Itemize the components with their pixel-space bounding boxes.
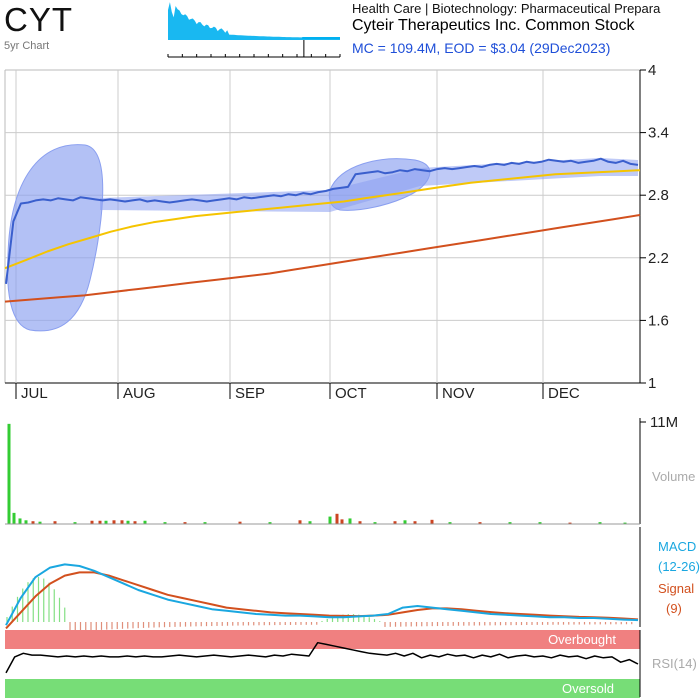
volume-bar xyxy=(38,521,42,524)
price-month-label: AUG xyxy=(123,385,156,402)
price-month-label: OCT xyxy=(335,385,367,402)
signal-period-label: (9) xyxy=(666,601,682,616)
volume-bar xyxy=(430,519,434,524)
signal-label: Signal xyxy=(658,581,694,596)
volume-bar xyxy=(478,522,482,524)
volume-bar xyxy=(298,520,302,524)
volume-bar xyxy=(538,522,542,524)
header-clip: Health Care | Biotechnology: Pharmaceuti… xyxy=(352,0,700,62)
macd-label: MACD xyxy=(658,539,696,554)
volume-bar xyxy=(393,521,397,524)
volume-bar xyxy=(73,522,77,524)
volume-bar xyxy=(163,522,167,524)
oversold-zone xyxy=(5,679,640,698)
sector-label: Health Care | Biotechnology: Pharmaceuti… xyxy=(352,1,661,16)
volume-bar xyxy=(413,521,417,524)
volume-y-tick-label: 11M xyxy=(650,414,678,431)
signal-line xyxy=(5,571,639,630)
volume-bar xyxy=(12,512,16,524)
volume-bar xyxy=(328,516,332,524)
volume-bar xyxy=(373,522,377,524)
price-y-tick-label: 4 xyxy=(648,62,656,79)
market-stats: MC = 109.4M, EOD = $3.04 (29Dec2023) xyxy=(352,40,611,56)
overbought-zone xyxy=(5,630,640,649)
volume-bar xyxy=(18,518,22,524)
volume-bar xyxy=(112,520,116,524)
volume-label: Volume xyxy=(652,469,695,484)
ticker-symbol: CYT xyxy=(4,1,73,38)
volume-bar xyxy=(623,522,627,524)
volume-bar xyxy=(340,519,344,524)
volume-bar xyxy=(98,520,102,524)
price-month-label: SEP xyxy=(235,385,265,402)
price-y-tick-label: 1 xyxy=(648,375,656,392)
volume-bar xyxy=(203,522,207,524)
price-y-tick-label: 2.8 xyxy=(648,187,669,204)
volume-bar xyxy=(24,520,28,524)
price-month-label: JUL xyxy=(21,385,48,402)
volume-bar xyxy=(133,521,137,524)
volume-bar xyxy=(448,522,452,524)
overbought-label: Overbought xyxy=(548,632,616,647)
ma-short-line xyxy=(4,169,641,270)
macd-period-label: (12-26) xyxy=(658,559,700,574)
rsi-label: RSI(14) xyxy=(652,656,697,671)
rsi-line xyxy=(5,641,639,674)
price-y-tick-label: 1.6 xyxy=(648,312,669,329)
volume-bar xyxy=(143,520,147,524)
macd-line xyxy=(5,563,639,626)
volume-bar xyxy=(120,520,124,524)
volume-bar xyxy=(238,521,242,524)
oversold-label: Oversold xyxy=(562,681,614,696)
volume-bar xyxy=(31,521,35,524)
volume-bar xyxy=(90,520,94,524)
range-label: 5yr Chart xyxy=(4,40,50,52)
volume-bar xyxy=(7,423,11,524)
volume-bar xyxy=(126,520,130,524)
volume-bar xyxy=(183,522,187,524)
volume-bar xyxy=(403,520,407,524)
price-y-tick-label: 2.2 xyxy=(648,250,669,267)
volatility-band-early xyxy=(7,144,104,332)
price-line xyxy=(5,157,639,285)
volume-bar xyxy=(53,521,57,524)
price-month-label: DEC xyxy=(548,385,580,402)
volume-bar xyxy=(598,522,602,524)
volume-bar xyxy=(335,513,339,524)
ma-long-line xyxy=(4,214,641,303)
volume-bar xyxy=(104,520,108,524)
volume-bar xyxy=(348,518,352,524)
company-name: Cyteir Therapeutics Inc. Common Stock xyxy=(352,17,635,34)
price-y-tick-label: 3.4 xyxy=(648,125,669,142)
volume-bar xyxy=(268,522,272,524)
volume-bar xyxy=(308,521,312,524)
sparkline-area xyxy=(168,2,340,41)
price-month-label: NOV xyxy=(442,385,475,402)
volume-bar xyxy=(508,522,512,524)
volume-bar xyxy=(358,521,362,524)
volume-bar xyxy=(568,522,572,524)
